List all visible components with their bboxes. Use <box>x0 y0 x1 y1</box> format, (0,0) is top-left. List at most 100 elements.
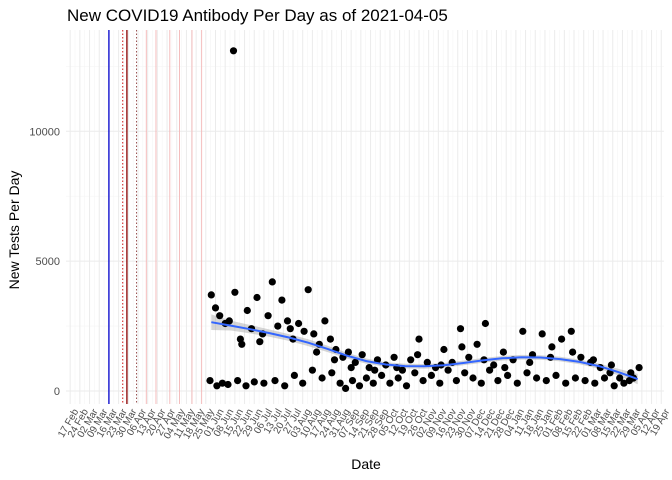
data-point <box>390 353 398 361</box>
data-point <box>355 382 364 390</box>
data-point <box>494 377 502 385</box>
data-point <box>365 364 373 372</box>
data-point <box>481 319 489 328</box>
data-point <box>486 366 494 374</box>
data-point <box>207 291 215 299</box>
y-tick-label: 5000 <box>36 256 60 268</box>
data-point <box>250 378 258 386</box>
data-point <box>371 366 379 374</box>
data-points <box>206 47 643 392</box>
data-point <box>548 343 556 351</box>
data-point <box>533 374 541 382</box>
data-point <box>402 382 411 390</box>
data-point <box>607 361 616 369</box>
data-point <box>414 351 422 359</box>
y-tick-labels: 0 5000 10000 <box>29 126 60 398</box>
data-point <box>206 377 214 385</box>
grid-major <box>66 30 664 404</box>
data-point <box>286 325 294 333</box>
data-point <box>362 374 370 382</box>
data-point <box>490 361 498 369</box>
data-point <box>627 369 635 377</box>
data-point <box>264 312 272 320</box>
data-point <box>231 288 239 296</box>
data-point <box>326 335 334 343</box>
data-point <box>523 369 531 377</box>
data-point <box>218 379 226 387</box>
data-point <box>213 382 221 390</box>
data-point <box>225 317 233 325</box>
data-point <box>347 364 355 372</box>
data-point <box>562 379 570 387</box>
data-point <box>552 371 560 379</box>
data-point <box>456 325 465 333</box>
data-point <box>344 348 352 356</box>
data-point <box>229 47 238 55</box>
data-point <box>461 369 469 377</box>
data-point <box>571 374 580 382</box>
grid-minor <box>66 30 664 404</box>
data-point <box>419 377 427 385</box>
data-point <box>567 327 575 335</box>
data-point <box>415 335 423 343</box>
data-point <box>234 377 242 385</box>
data-point <box>620 379 628 387</box>
data-point <box>386 379 394 387</box>
data-point <box>589 356 598 364</box>
data-point <box>310 330 318 338</box>
data-point <box>394 374 402 382</box>
data-point <box>600 374 609 382</box>
data-point <box>313 348 321 356</box>
data-point <box>526 358 534 366</box>
data-point <box>538 330 546 338</box>
data-point <box>238 340 246 348</box>
data-point <box>427 371 435 379</box>
data-point <box>300 327 308 335</box>
chart-title: New COVID19 Antibody Per Day as of 2021-… <box>67 6 448 25</box>
data-point <box>358 351 366 359</box>
data-point <box>308 366 316 374</box>
data-point <box>256 338 264 346</box>
x-axis-label: Date <box>351 456 381 472</box>
trend-line <box>211 321 639 381</box>
data-point <box>436 379 444 387</box>
data-point <box>281 382 289 390</box>
data-point <box>242 382 250 390</box>
data-point <box>407 356 415 364</box>
data-point <box>336 379 344 387</box>
data-point <box>330 356 339 364</box>
data-point <box>216 312 224 320</box>
data-point <box>318 374 326 382</box>
data-point <box>501 364 509 372</box>
data-point <box>283 317 292 325</box>
data-point <box>423 358 431 366</box>
data-point <box>224 380 232 389</box>
data-point <box>304 286 312 294</box>
data-point <box>444 366 452 374</box>
data-point <box>542 377 550 385</box>
data-point <box>558 335 566 343</box>
data-point <box>321 317 329 325</box>
y-tick-label: 10000 <box>29 126 60 138</box>
data-point <box>465 353 473 361</box>
data-point <box>253 293 261 302</box>
data-point <box>504 371 512 379</box>
data-point <box>591 379 599 387</box>
data-point <box>499 348 507 356</box>
data-point <box>295 319 303 328</box>
data-point <box>211 304 220 312</box>
data-point <box>299 379 307 387</box>
data-point <box>373 356 382 364</box>
data-point <box>581 377 589 385</box>
reference-lines <box>108 30 203 404</box>
data-point <box>411 369 419 377</box>
data-point <box>513 379 521 387</box>
data-point <box>440 345 448 354</box>
data-point <box>477 379 485 387</box>
data-point <box>351 358 359 366</box>
data-point <box>278 296 286 304</box>
data-point <box>452 377 460 385</box>
data-point <box>610 382 618 390</box>
data-point <box>378 371 386 379</box>
